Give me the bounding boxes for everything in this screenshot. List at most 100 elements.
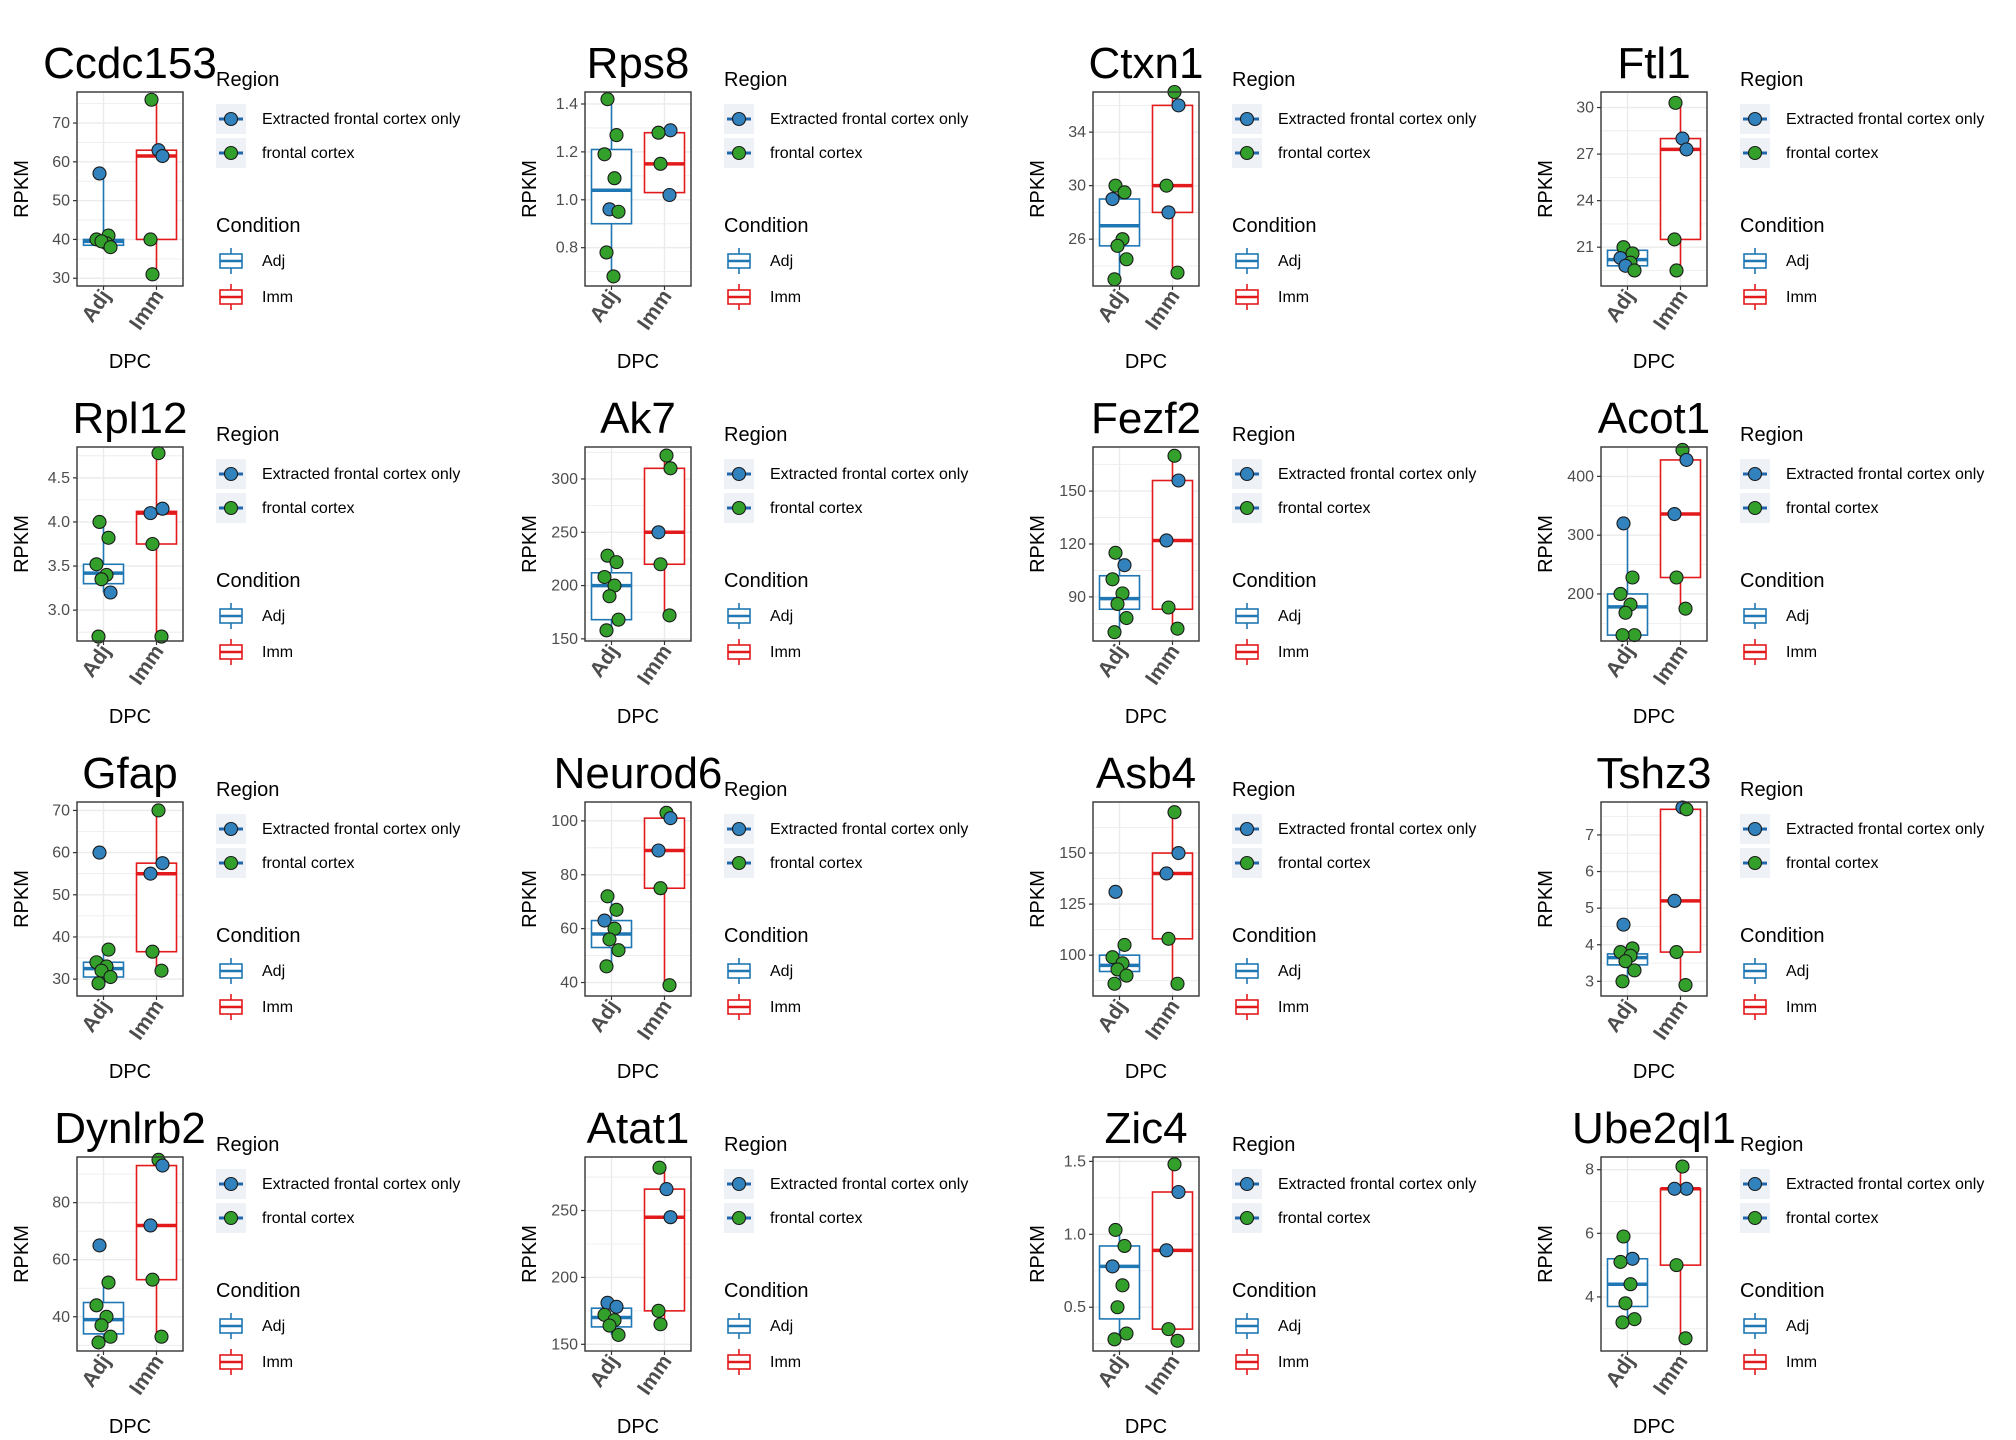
data-point — [103, 1329, 118, 1344]
ytick-label: 120 — [1059, 536, 1086, 553]
y-axis-title: RPKM — [1027, 160, 1049, 218]
legend-key-point — [1239, 855, 1255, 871]
legend-condition-label: Adj — [1278, 608, 1301, 625]
data-point — [151, 803, 166, 818]
facet-dynlrb2: Dynlrb2 40 60 80 Adj Imm DPC RPKM Region Extracte… — [11, 1104, 460, 1438]
legend-key-point — [1239, 145, 1255, 161]
y-axis-title: RPKM — [519, 870, 541, 928]
data-point — [1159, 178, 1174, 193]
legend-region-title: Region — [1232, 779, 1295, 801]
legend-key-point — [223, 821, 239, 837]
data-point — [1105, 191, 1120, 207]
ytick-label: 40 — [52, 231, 70, 248]
xtick-label: Imm — [1141, 1351, 1185, 1400]
data-point — [1110, 1300, 1125, 1315]
ytick-label: 60 — [52, 154, 70, 171]
legend-key-point — [731, 145, 747, 161]
legend-region-title: Region — [724, 69, 787, 91]
data-point — [602, 932, 617, 947]
facet-ctxn1: Ctxn1 26 30 34 Adj Imm DPC RPKM Region Extracted … — [1027, 39, 1476, 373]
facet-fezf2: Fezf2 90 120 150 Adj Imm DPC RPKM Region Extracte… — [1027, 394, 1476, 728]
data-point — [602, 589, 617, 604]
data-point — [651, 125, 666, 140]
panel-title: Rps8 — [587, 39, 690, 88]
data-point — [1115, 1278, 1130, 1293]
x-axis-title: DPC — [109, 1416, 151, 1438]
panel-border — [1092, 801, 1200, 997]
x-axis-title: DPC — [617, 706, 659, 728]
legend-key-point — [223, 111, 239, 127]
legend-condition-label: Adj — [262, 1318, 285, 1335]
ytick-label: 30 — [1068, 178, 1086, 195]
data-point — [1110, 238, 1125, 253]
legend-region-label: frontal cortex — [262, 1210, 354, 1227]
data-point — [659, 1182, 674, 1197]
data-point — [94, 1318, 109, 1333]
legend-region-label: Extracted frontal cortex only — [1278, 466, 1476, 483]
x-axis-title: DPC — [617, 1061, 659, 1083]
data-point — [659, 448, 674, 463]
data-point — [1679, 802, 1694, 817]
panel-title: Asb4 — [1096, 749, 1196, 798]
ytick-label: 30 — [1576, 100, 1594, 117]
data-point — [1170, 621, 1185, 636]
panel-title: Ftl1 — [1617, 39, 1690, 88]
panel-title: Dynlrb2 — [54, 1104, 206, 1153]
ytick-label: 26 — [1068, 231, 1086, 248]
ytick-label: 1.4 — [556, 96, 578, 113]
data-point — [1625, 1251, 1640, 1266]
data-point — [1117, 1238, 1132, 1254]
data-point — [651, 1303, 666, 1318]
legend-condition-label: Imm — [262, 289, 293, 306]
box-body — [135, 149, 178, 241]
data-point — [1618, 954, 1633, 969]
ytick-label: 70 — [52, 802, 70, 819]
data-point — [663, 1210, 678, 1225]
legend-condition-label: Imm — [1278, 644, 1309, 661]
x-axis-title: DPC — [109, 1061, 151, 1083]
data-point — [662, 978, 677, 993]
legend-key-point — [1239, 821, 1255, 837]
legend-condition-label: Adj — [262, 608, 285, 625]
legend-condition-title: Condition — [1740, 925, 1825, 947]
data-point — [1618, 1296, 1633, 1311]
x-axis-title: DPC — [617, 351, 659, 373]
xtick-label: Imm — [125, 286, 169, 335]
legend-region-label: frontal cortex — [262, 500, 354, 517]
data-point — [1627, 628, 1642, 643]
ytick-label: 0.5 — [1064, 1299, 1086, 1316]
x-axis-title: DPC — [1633, 351, 1675, 373]
legend-condition-title: Condition — [1740, 215, 1825, 237]
xtick-label: Adj — [77, 286, 115, 327]
xtick-label: Adj — [585, 996, 623, 1037]
data-point — [92, 845, 107, 860]
box-body — [643, 467, 686, 566]
legend-region-label: Extracted frontal cortex only — [262, 1176, 460, 1193]
x-axis-title: DPC — [1633, 1416, 1675, 1438]
data-point — [1171, 846, 1186, 861]
data-point — [1627, 963, 1642, 978]
ytick-label: 0.8 — [556, 240, 578, 257]
ytick-label: 70 — [52, 115, 70, 132]
legend-region-title: Region — [216, 69, 279, 91]
legend-key-point — [1747, 855, 1763, 871]
legend-condition-label: Adj — [262, 963, 285, 980]
legend-region-label: frontal cortex — [1786, 500, 1878, 517]
legend-region-title: Region — [1232, 424, 1295, 446]
data-point — [92, 514, 107, 530]
legend-condition-label: Imm — [1278, 1354, 1309, 1371]
legend-region-label: Extracted frontal cortex only — [1786, 1176, 1984, 1193]
legend-condition-title: Condition — [216, 1280, 301, 1302]
facet-ak7: Ak7 150 200 250 300 Adj Imm DPC RPKM Region Extrac… — [519, 394, 968, 728]
xtick-label: Imm — [125, 1351, 169, 1400]
x-axis-title: DPC — [1633, 706, 1675, 728]
box-imm — [1151, 812, 1194, 984]
data-point — [1616, 917, 1631, 932]
facet-neurod6: Neurod6 40 60 80 100 Adj Imm DPC RPKM Region Extra… — [519, 749, 968, 1083]
legend-condition-label: Imm — [770, 999, 801, 1016]
legend-key-point — [1239, 466, 1255, 482]
panel-border — [1600, 91, 1708, 287]
legend-key-point — [1239, 500, 1255, 516]
box-body — [1151, 104, 1194, 214]
legend-region-label: Extracted frontal cortex only — [770, 1176, 968, 1193]
